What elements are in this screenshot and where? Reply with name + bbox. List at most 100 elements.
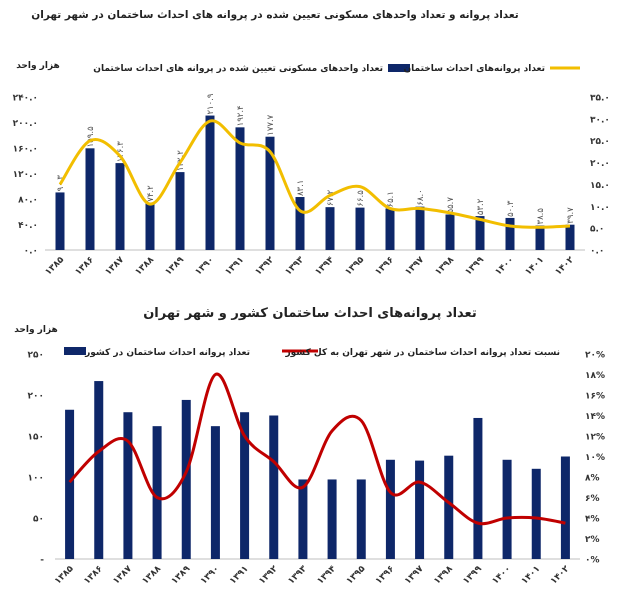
chart1-right-tick-label: ۱۵.۰: [590, 181, 610, 191]
chart2-left-tick-label: ۲۰۰: [28, 392, 44, 402]
chart2-x-tick-label: ۱۳۸۸: [141, 564, 164, 587]
chart2-right-tick-label: ۱۲%: [585, 433, 605, 443]
chart2-legend-line-label: نسبت تعداد پروانه احداث ساختمان در شهر ت…: [284, 348, 560, 358]
chart2-x-tick-label: ۱۳۹۱: [228, 564, 251, 587]
chart1-bar-value-label: ۶۵.۱: [386, 191, 396, 207]
chart1-bar: [205, 115, 215, 251]
chart2-x-tick-label: ۱۳۹۸: [432, 564, 455, 587]
chart2-left-tick-label: ۲۵۰: [28, 351, 44, 361]
chart1-bar: [355, 207, 365, 250]
chart2-x-tick-label: ۱۳۸۹: [170, 564, 193, 587]
chart2-bar: [444, 455, 454, 559]
chart2-x-tick-label: ۱۳۸۶: [82, 564, 105, 587]
chart1-left-tick-label: ۱۲۰.۰: [13, 170, 38, 180]
chart2-x-tick-label: ۱۳۹۹: [461, 564, 484, 587]
chart1-right-tick-label: ۳۰.۰: [590, 115, 610, 125]
chart1-bar: [55, 192, 65, 250]
chart2-right-tick-label: ۱۴%: [585, 412, 605, 422]
chart1-bar-value-label: ۸۳.۱: [296, 180, 306, 196]
chart2-bar: [415, 460, 425, 559]
chart1-bar: [535, 225, 545, 250]
chart2-bar: [356, 479, 366, 559]
chart1-bar: [505, 217, 515, 250]
chart1-bar: [415, 206, 425, 250]
chart2-x-tick-label: ۱۳۹۰: [199, 564, 222, 587]
chart1-left-tick-label: ۲۰۰.۰: [13, 119, 38, 129]
chart1-bar-value-label: ۶۶.۵: [356, 190, 366, 207]
chart2-right-tick-label: ۴%: [585, 515, 600, 525]
chart2-bar: [473, 417, 483, 559]
chart1-bar-value-label: ۷۴.۲: [146, 185, 156, 202]
chart2-x-tick-label: ۱۴۰۰: [491, 564, 514, 587]
chart2-right-tick-label: ۲۰%: [585, 351, 605, 361]
housing-units-chart: تعداد پروانه و تعداد واحدهای مسکونی تعیی…: [13, 9, 610, 278]
chart2-bar: [65, 409, 75, 559]
chart1-bar-value-label: ۵۳.۲: [476, 198, 486, 215]
chart2-x-tick-label: ۱۳۹۶: [374, 564, 397, 587]
chart1-bar-value-label: ۳۸.۵: [536, 208, 546, 225]
chart2-right-tick-label: ۸%: [585, 474, 600, 484]
chart2-right-tick-label: ۱۸%: [585, 371, 605, 381]
chart1-bar: [385, 208, 395, 250]
chart2-legend: تعداد پروانه احداث ساختمان در کشور نسبت …: [64, 347, 560, 358]
chart1-left-tick-label: ۰.۰: [24, 247, 38, 257]
chart1-legend-bar-label: تعداد واحدهای مسکونی تعیین شده در پروانه…: [93, 64, 383, 74]
chart2-left-tick-label: -: [40, 556, 44, 566]
chart2-left-tick-label: ۵۰: [33, 515, 44, 525]
chart2-bar: [531, 468, 541, 559]
chart1-left-tick-label: ۱۶۰.۰: [13, 145, 38, 155]
chart1-bar: [445, 214, 455, 250]
chart2-bar: [210, 426, 220, 559]
chart1-bar-value-label: ۱۵۹.۵: [86, 126, 96, 147]
chart1-bar-value-label: ۱۳۶.۳: [116, 141, 126, 162]
chart2-bar: [385, 459, 395, 559]
chart2-right-tick-label: ۱۰%: [585, 453, 605, 463]
chart2-bar: [181, 399, 191, 559]
chart2-bar: [94, 381, 104, 559]
chart1-bar: [475, 216, 485, 250]
chart1-bar: [85, 148, 95, 250]
chart2-x-tick-label: ۱۳۹۷: [403, 564, 426, 587]
chart1-right-tick-label: ۲۰.۰: [590, 159, 610, 169]
chart1-bar: [145, 202, 155, 250]
chart2-bar: [502, 459, 512, 559]
chart1-right-tick-label: ۱۰.۰: [590, 203, 610, 213]
chart2-bar: [298, 479, 308, 559]
chart1-title: تعداد پروانه و تعداد واحدهای مسکونی تعیی…: [31, 9, 519, 21]
chart1-bar: [235, 127, 245, 250]
chart1-left-tick-label: ۲۴۰.۰: [13, 94, 38, 104]
chart1-bar: [265, 136, 275, 250]
chart1-bar-value-label: ۲۱۰.۹: [206, 93, 216, 114]
chart1-bar-value-label: ۶۷.۲: [326, 189, 336, 206]
chart1-left-axis-label: هزار واحد: [16, 61, 60, 71]
chart2-right-tick-label: ۰%: [585, 556, 600, 566]
chart1-bar-value-label: ۶۸.۰: [416, 189, 426, 205]
chart1-legend-bar-swatch: [388, 64, 410, 72]
chart2-bar: [560, 456, 570, 559]
chart1-bar-value-label: ۳۹.۷: [566, 207, 576, 224]
chart1-right-tick-label: ۰.۰: [590, 247, 604, 257]
chart1-right-tick-label: ۳۵.۰: [590, 94, 610, 104]
chart2-right-tick-label: ۲%: [585, 535, 600, 545]
chart2-bar: [269, 415, 279, 559]
chart2-legend-bar-swatch: [64, 347, 86, 355]
chart1-left-tick-label: ۴۰.۰: [18, 221, 38, 231]
chart1-bar: [115, 163, 125, 250]
chart1-right-tick-label: ۵.۰: [590, 225, 604, 235]
chart2-right-tick-label: ۱۶%: [585, 392, 605, 402]
chart2-x-tick-label: ۱۳۸۵: [53, 564, 76, 587]
chart1-legend-line-label: تعداد پروانه‌های احداث ساختمان: [403, 64, 545, 74]
chart1-bar-value-label: ۵۰.۳: [506, 200, 516, 217]
chart1-bar: [175, 172, 185, 250]
chart1-legend: تعداد واحدهای مسکونی تعیین شده در پروانه…: [93, 64, 580, 74]
chart2-x-tick-label: ۱۳۸۷: [111, 564, 134, 587]
chart1-line-series: [58, 119, 571, 229]
chart1-right-tick-label: ۲۵.۰: [590, 137, 610, 147]
chart2-x-tick-label: ۱۳۹۲: [257, 564, 280, 587]
chart2-x-tick-label: ۱۳۹۴: [316, 564, 339, 587]
chart2-right-tick-label: ۶%: [585, 494, 600, 504]
chart2-x-tick-label: ۱۴۰۱: [520, 564, 543, 587]
chart2-bar: [240, 412, 250, 559]
chart2-bar: [123, 412, 133, 559]
